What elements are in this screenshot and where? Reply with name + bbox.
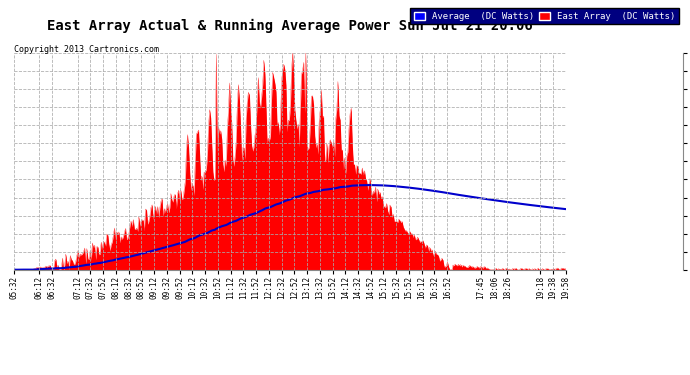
- Text: Copyright 2013 Cartronics.com: Copyright 2013 Cartronics.com: [14, 45, 159, 54]
- Legend: Average  (DC Watts), East Array  (DC Watts): Average (DC Watts), East Array (DC Watts…: [411, 8, 678, 24]
- Text: East Array Actual & Running Average Power Sun Jul 21 20:06: East Array Actual & Running Average Powe…: [47, 19, 533, 33]
